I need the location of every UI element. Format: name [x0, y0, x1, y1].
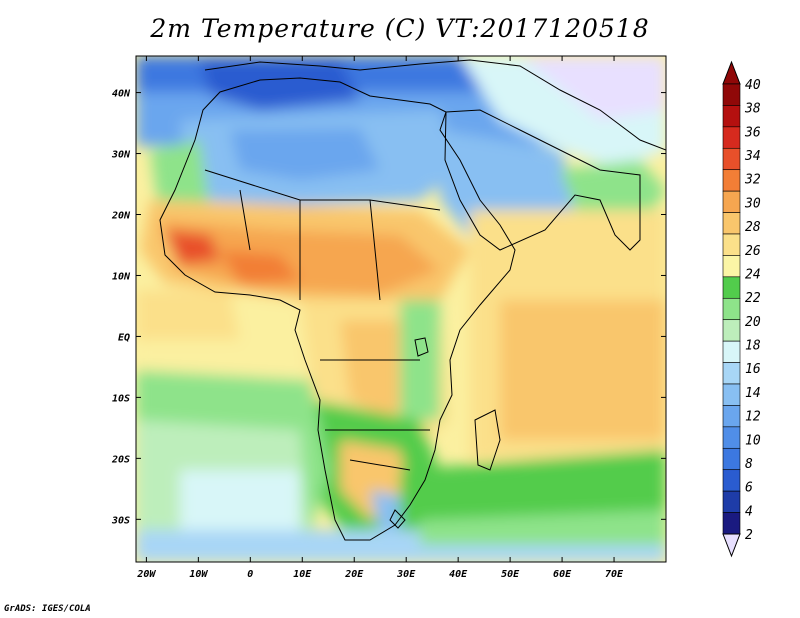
- colorbar-segment: [722, 255, 741, 278]
- colorbar-segment: [722, 190, 741, 213]
- colorbar-level-label: 6: [745, 481, 753, 496]
- colorbar-segment: [722, 383, 741, 406]
- longitude-axis: 20W 10W 0 10E 20E 30E 40E 50E 60E 70E: [136, 56, 624, 580]
- colorbar-level-label: 2: [745, 528, 753, 543]
- colorbar-segment: [722, 169, 741, 192]
- colorbar-level-label: 4: [745, 504, 753, 519]
- colorbar-segment: [722, 362, 741, 385]
- latitude-axis: 40N 30N 20N 10N EQ 10S 20S 30S: [111, 89, 666, 526]
- lon-tick-label: 20W: [136, 569, 156, 580]
- temperature-field: [136, 56, 666, 562]
- colorbar-level-label: 16: [745, 362, 761, 377]
- colorbar-level-label: 26: [745, 244, 761, 259]
- lon-tick-label: 70E: [605, 569, 624, 580]
- colorbar-segment: [722, 405, 741, 428]
- colorbar-level-label: 20: [745, 315, 761, 330]
- lat-tick-label: 20N: [111, 211, 131, 222]
- colorbar-level-label: 32: [744, 173, 761, 188]
- colorbar-level-label: 38: [744, 102, 761, 117]
- colorbar-segment: [722, 105, 741, 128]
- colorbar-level-label: 36: [744, 125, 761, 140]
- lon-tick-label: 50E: [501, 569, 520, 580]
- colorbar-level-label: 10: [745, 433, 761, 448]
- colorbar-level-label: 40: [745, 78, 761, 93]
- colorbar-level-label: 8: [745, 457, 753, 472]
- colorbar-segment: [722, 212, 741, 235]
- lat-tick-label: 40N: [112, 89, 131, 100]
- lat-tick-label: 10S: [112, 393, 130, 404]
- colorbar-level-label: 22: [745, 291, 761, 306]
- colorbar-level-label: 24: [745, 267, 761, 282]
- colorbar-level-label: 12: [745, 410, 761, 425]
- lat-tick-label: 30S: [111, 515, 130, 526]
- colorbar-level-label: 18: [745, 339, 761, 354]
- colorbar-segment: [722, 83, 741, 106]
- lat-tick-label: EQ: [118, 332, 130, 343]
- colorbar-segment: [722, 147, 741, 171]
- colorbar-segment: [722, 340, 741, 363]
- colorbar-level-label: 30: [744, 196, 761, 211]
- lat-tick-label: 10N: [112, 271, 131, 282]
- colorbar-segment: [722, 490, 741, 513]
- colorbar-segment: [722, 297, 741, 321]
- colorbar-high-triangle: [722, 60, 741, 85]
- lat-tick-label: 30N: [111, 150, 131, 161]
- lon-tick-label: 0: [247, 569, 253, 580]
- plot-frame: [135, 55, 667, 563]
- lat-tick-label: 20S: [111, 454, 130, 465]
- colorbar-segment: [722, 319, 741, 342]
- colorbar-level-label: 14: [745, 386, 761, 401]
- colorbar-segment: [722, 276, 741, 299]
- colorbar-segment: [722, 126, 741, 149]
- colorbar-segment: [722, 512, 741, 535]
- colorbar: 40 38 36 34 32 30 28 26 24 22 20 18 16 14 12 10 8 6 4 2: [722, 60, 761, 558]
- colorbar-level-label: 28: [745, 220, 761, 235]
- coastlines: [159, 59, 666, 541]
- lon-tick-label: 20E: [344, 569, 364, 580]
- grads-credit: GrADS: IGES/COLA: [4, 604, 91, 614]
- lon-tick-label: 10E: [293, 569, 312, 580]
- lon-tick-label: 40E: [449, 569, 468, 580]
- lon-tick-label: 60E: [553, 569, 572, 580]
- colorbar-segment: [722, 233, 741, 256]
- colorbar-low-triangle: [722, 533, 741, 558]
- lon-tick-label: 10W: [189, 569, 208, 580]
- lon-tick-label: 30E: [396, 569, 416, 580]
- colorbar-segment: [722, 469, 741, 492]
- colorbar-segment: [722, 447, 741, 471]
- map-title: 2m Temperature (C) VT:2017120518: [150, 14, 650, 43]
- colorbar-level-label: 34: [744, 149, 761, 164]
- colorbar-segment: [722, 426, 741, 449]
